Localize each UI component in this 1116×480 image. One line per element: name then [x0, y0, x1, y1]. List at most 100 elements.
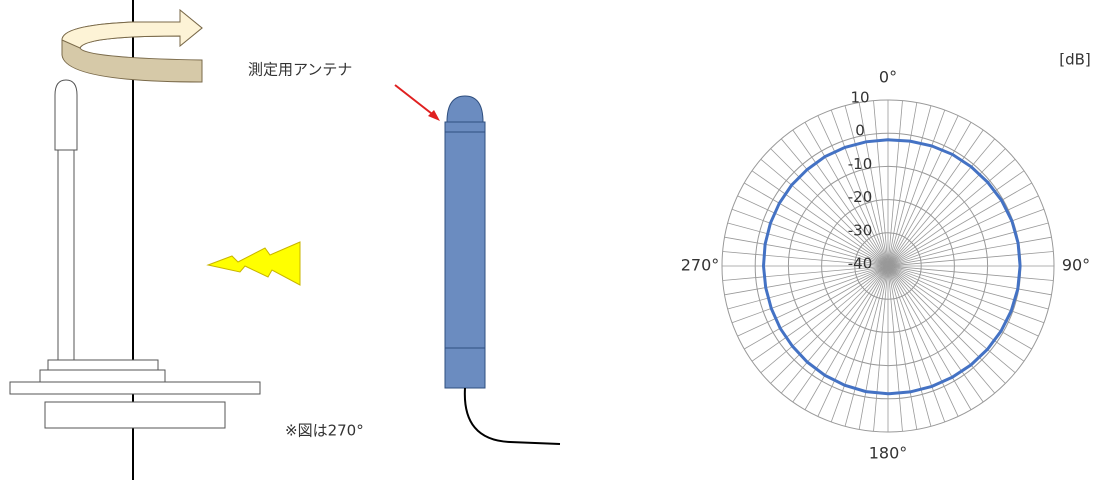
turntable-plate	[9, 381, 261, 395]
base-block	[39, 369, 166, 383]
grid-ring	[821, 199, 955, 333]
unit-label: [dB]	[1059, 51, 1091, 69]
spoke	[887, 265, 932, 427]
spoke	[887, 265, 918, 430]
r-tick-label: -10	[848, 155, 873, 173]
spoke	[737, 195, 889, 267]
angle-label: 270°	[681, 256, 720, 275]
r-tick-label: 0	[855, 122, 865, 140]
spoke	[887, 122, 972, 267]
radio-wave-symbol	[206, 241, 301, 286]
antenna-holder-tip	[54, 79, 78, 151]
spoke	[727, 222, 889, 267]
spoke	[887, 102, 918, 267]
antenna-label: 測定用アンテナ	[248, 61, 352, 79]
holder-pole	[57, 149, 75, 366]
spoke	[792, 265, 889, 403]
spoke	[887, 265, 1006, 384]
spoke	[887, 170, 1025, 267]
spoke	[722, 265, 889, 281]
spoke	[858, 265, 889, 430]
antenna-cable	[463, 387, 561, 445]
spoke	[887, 115, 959, 267]
spoke	[887, 265, 1054, 281]
pointer-arrowhead	[428, 110, 440, 121]
pointer-arrow	[394, 84, 437, 118]
spoke	[887, 265, 1025, 362]
spoke	[744, 182, 889, 267]
spoke	[760, 158, 889, 267]
spoke	[887, 138, 996, 267]
spoke	[887, 182, 1032, 267]
spoke	[887, 265, 1049, 310]
spoke	[887, 236, 1052, 267]
spoke	[817, 265, 889, 417]
angle-label: 180°	[869, 444, 908, 463]
spoke	[737, 265, 889, 337]
spoke	[724, 265, 889, 296]
spoke	[887, 251, 1054, 267]
spoke	[873, 100, 889, 267]
grid-ring	[854, 232, 922, 300]
spoke	[887, 105, 932, 267]
spoke	[873, 265, 889, 432]
spoke	[830, 109, 889, 267]
spoke	[887, 265, 972, 410]
spoke	[760, 265, 889, 374]
spoke	[751, 170, 889, 267]
r-tick-label: -30	[848, 221, 873, 239]
spoke	[751, 265, 889, 362]
spoke	[844, 265, 889, 427]
spoke	[770, 148, 889, 267]
antenna-cap	[446, 95, 484, 123]
base-block	[47, 359, 159, 371]
antenna-body	[444, 131, 486, 349]
spoke	[887, 265, 946, 423]
measurement-antenna: 測定用アンテナ	[248, 61, 561, 445]
spoke	[887, 265, 984, 403]
spoke	[724, 236, 889, 267]
rotation-arrow-top	[61, 8, 203, 49]
angle-label: 90°	[1062, 256, 1090, 275]
spoke	[887, 265, 1016, 374]
spoke	[804, 265, 889, 410]
angle-label: 0°	[879, 68, 897, 87]
spoke	[887, 222, 1049, 267]
note: ※図は270°	[285, 422, 364, 440]
spoke	[887, 148, 1006, 267]
grid-ring	[787, 165, 989, 367]
spoke	[887, 265, 1039, 337]
spoke	[887, 265, 1032, 350]
r-tick-label: 10	[850, 89, 869, 107]
turntable-base	[44, 401, 226, 429]
spoke	[887, 265, 903, 432]
spoke	[731, 265, 889, 324]
r-tick-label: -20	[848, 188, 873, 206]
spoke	[858, 102, 889, 267]
spoke	[727, 265, 889, 310]
spoke	[731, 208, 889, 267]
r-tick-label: -40	[848, 255, 873, 273]
spoke	[887, 129, 984, 267]
spoke	[770, 265, 889, 384]
spoke	[817, 115, 889, 267]
spoke	[804, 122, 889, 267]
spoke	[780, 138, 889, 267]
spoke	[780, 265, 889, 394]
spoke	[887, 265, 1052, 296]
grid-ring	[721, 99, 1055, 433]
spoke	[887, 265, 959, 417]
turntable-illustration: ※図は270°	[9, 0, 364, 480]
spoke	[830, 265, 889, 423]
spoke	[887, 109, 946, 267]
spoke	[887, 195, 1039, 267]
spoke	[744, 265, 889, 350]
spoke	[722, 251, 889, 267]
spoke	[792, 129, 889, 267]
spoke	[887, 265, 1045, 324]
spoke	[887, 265, 996, 394]
spoke	[887, 158, 1016, 267]
spoke	[844, 105, 889, 267]
antenna-segment	[444, 121, 486, 133]
